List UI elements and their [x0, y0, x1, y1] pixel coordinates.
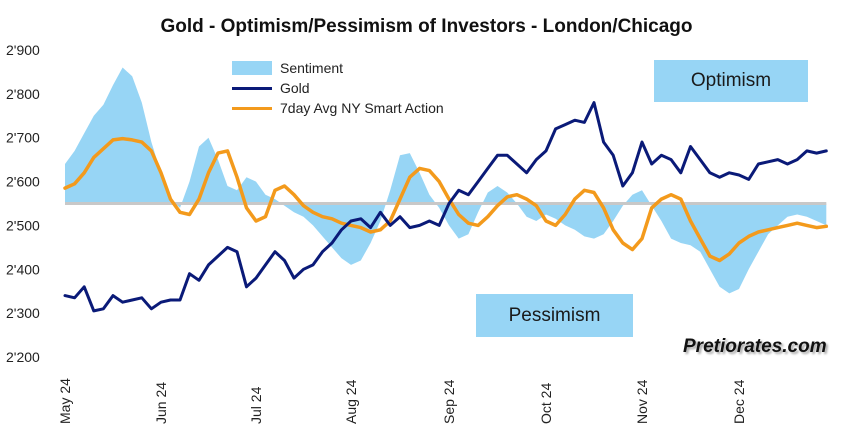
sentiment-area [65, 67, 827, 294]
legend-item-avg: 7day Avg NY Smart Action [232, 98, 444, 118]
x-tick-label: Aug 24 [343, 379, 359, 424]
x-tick-label: Dec 24 [731, 379, 747, 424]
legend-item-sentiment: Sentiment [232, 58, 444, 78]
y-tick-label: 2'900 [6, 42, 40, 58]
legend-item-gold: Gold [232, 78, 444, 98]
x-tick-label: Jun 24 [153, 382, 169, 424]
y-tick-label: 2'300 [6, 305, 40, 321]
y-tick-label: 2'200 [6, 349, 40, 365]
sentiment-area-path [65, 67, 827, 294]
source-watermark: Pretiorates.com [683, 336, 827, 357]
x-tick-label: Nov 24 [634, 379, 650, 424]
gold-line [63, 101, 828, 313]
y-tick-label: 2'600 [6, 174, 40, 190]
legend-label-sentiment: Sentiment [280, 60, 344, 76]
legend-swatch-gold [232, 86, 272, 90]
x-tick-label: Jul 24 [248, 386, 264, 424]
legend-label-gold: Gold [280, 80, 310, 96]
legend: Sentiment Gold 7day Avg NY Smart Action [232, 58, 444, 118]
y-axis: 2'200 2'300 2'400 2'500 2'600 2'700 2'800 2'900 [6, 42, 40, 365]
x-tick-label: May 24 [57, 378, 73, 424]
optimism-label: Optimism [654, 60, 808, 102]
x-tick-label: Sep 24 [441, 379, 457, 424]
y-tick-label: 2'400 [6, 261, 40, 277]
x-axis: May 24 Jun 24 Jul 24 Aug 24 Sep 24 Oct 24 Nov … [57, 378, 747, 424]
y-tick-label: 2'800 [6, 86, 40, 102]
legend-swatch-sentiment [232, 61, 272, 75]
y-tick-label: 2'700 [6, 130, 40, 146]
x-tick-label: Oct 24 [538, 383, 554, 424]
gold-line-series [63, 101, 828, 313]
avg-line-series [63, 136, 829, 263]
chart-title: Gold - Optimism/Pessimism of Investors -… [160, 16, 693, 37]
y-tick-label: 2'500 [6, 217, 40, 233]
legend-label-avg: 7day Avg NY Smart Action [280, 100, 444, 116]
avg-line [63, 136, 829, 263]
pessimism-label: Pessimism [476, 294, 633, 337]
legend-swatch-avg [232, 106, 272, 110]
